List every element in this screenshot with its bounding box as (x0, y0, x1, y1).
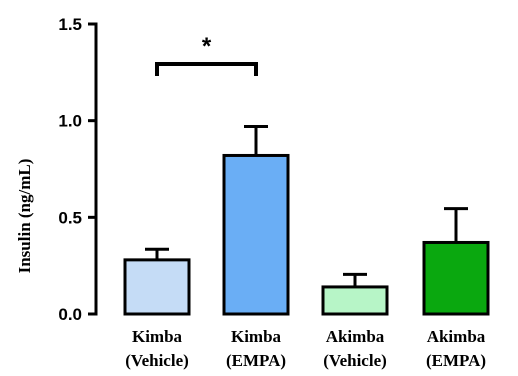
significance-label: * (202, 33, 212, 60)
x-tick-label: Akimba (427, 327, 486, 346)
bar (321, 285, 389, 316)
axes-group: 0.0 0.5 1.0 1.5 (58, 15, 98, 324)
x-tick-label: Akimba (326, 327, 385, 346)
x-tick-label: (EMPA) (226, 351, 286, 370)
x-tick-label: (EMPA) (426, 351, 486, 370)
x-tick-label: (Vehicle) (323, 351, 387, 370)
bars-group (123, 124, 490, 316)
x-tick-label: Kimba (231, 327, 282, 346)
labels-group: Kimba (Vehicle) Kimba (EMPA) Akimba (Vehicle)… (125, 33, 486, 370)
significance-bracket (155, 62, 258, 76)
y-tick-label: 0.5 (58, 208, 82, 227)
y-tick-label: 1.5 (58, 15, 82, 34)
y-axis-label: Insulin (ng/mL) (15, 159, 34, 274)
y-tick-label: 1.0 (58, 112, 82, 131)
bar (422, 240, 490, 316)
bar (123, 258, 191, 316)
x-tick-label: (Vehicle) (125, 351, 189, 370)
y-tick-label: 0.0 (58, 305, 82, 324)
x-tick-label: Kimba (132, 327, 183, 346)
bar (222, 153, 290, 316)
